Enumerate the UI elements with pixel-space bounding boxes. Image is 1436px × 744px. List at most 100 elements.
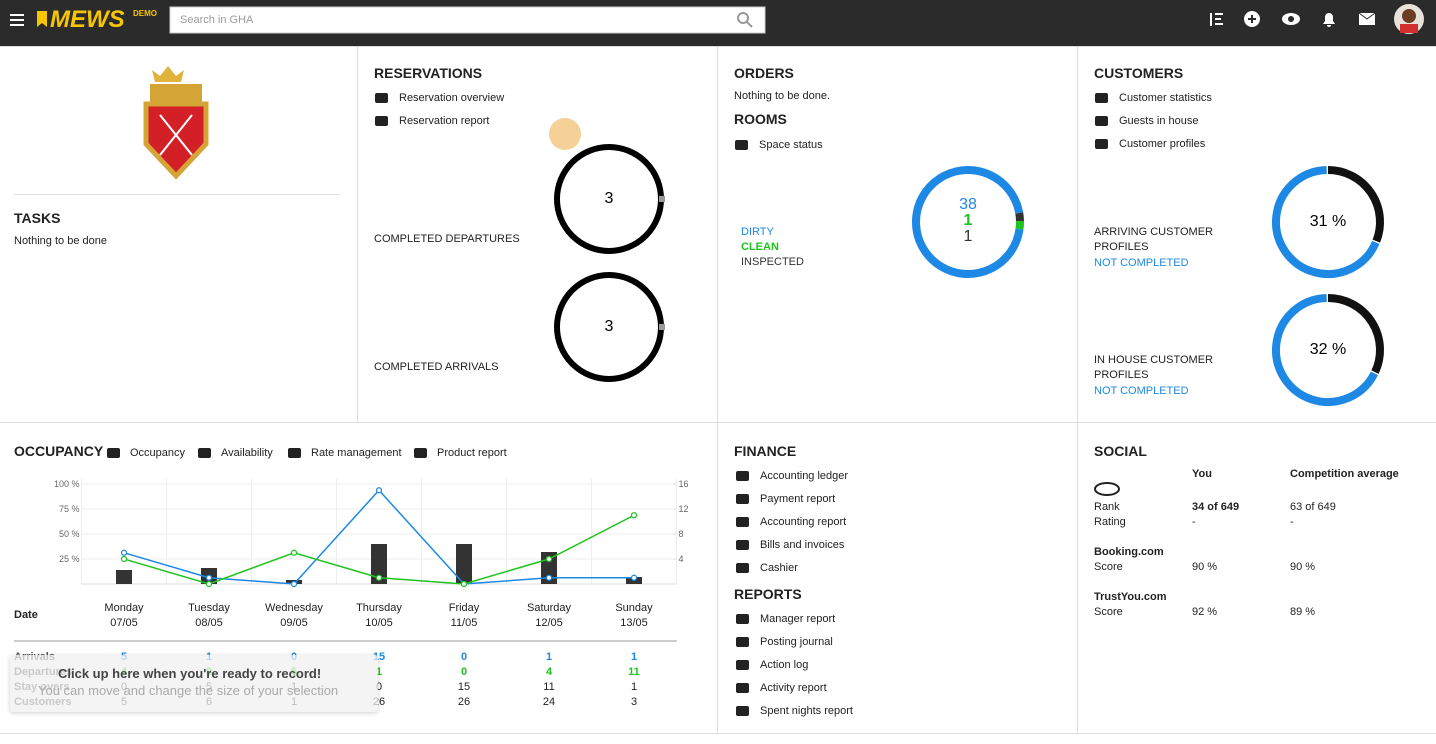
nav-link[interactable]: Rate management bbox=[311, 447, 402, 459]
cursor-highlight bbox=[549, 118, 581, 150]
x-tick-date: 09/05 bbox=[280, 617, 308, 629]
tooltip-title: Click up here when you're ready to recor… bbox=[58, 666, 322, 681]
point bbox=[120, 555, 128, 563]
section-title: RESERVATIONS bbox=[374, 65, 483, 81]
search-icon[interactable] bbox=[737, 12, 753, 28]
logo-mark bbox=[37, 11, 47, 27]
x-tick-date: 07/05 bbox=[110, 617, 138, 629]
icon bbox=[375, 93, 388, 103]
sort-icon[interactable] bbox=[1210, 13, 1223, 26]
divider bbox=[0, 733, 1436, 734]
point bbox=[290, 549, 298, 556]
nav-link[interactable]: Payment report bbox=[760, 493, 836, 505]
donut-label: IN HOUSE CUSTOMER PROFILES bbox=[1094, 354, 1213, 381]
mail-icon[interactable] bbox=[1358, 12, 1376, 25]
row-label: Rating bbox=[1094, 516, 1126, 528]
x-tick-date: 13/05 bbox=[620, 617, 648, 629]
icon bbox=[736, 660, 749, 670]
point bbox=[205, 574, 213, 581]
bell-icon[interactable] bbox=[1323, 13, 1335, 27]
point bbox=[120, 549, 128, 556]
nav-link[interactable]: Cashier bbox=[760, 562, 798, 574]
donut-status[interactable]: NOT COMPLETED bbox=[1094, 385, 1189, 397]
nav-link[interactable]: Availability bbox=[221, 447, 273, 459]
table-value: 4 bbox=[545, 666, 553, 678]
donut-segment bbox=[1015, 212, 1024, 222]
table-value: 26 bbox=[457, 696, 471, 708]
nav-link[interactable]: Accounting report bbox=[760, 516, 847, 528]
room-count: 1 bbox=[964, 212, 973, 229]
donut-rest-arc bbox=[1272, 294, 1379, 406]
y2-tick-label: 8 bbox=[678, 529, 684, 539]
table-value: 1 bbox=[630, 681, 638, 693]
donut-status[interactable]: NOT COMPLETED bbox=[1094, 257, 1189, 269]
icon bbox=[736, 614, 749, 624]
search-box[interactable] bbox=[169, 6, 766, 34]
x-tick-label: Thursday bbox=[356, 602, 402, 614]
nav-link[interactable]: Activity report bbox=[760, 682, 827, 694]
table-value: 1 bbox=[630, 651, 638, 663]
nav-link[interactable]: Guests in house bbox=[1119, 115, 1199, 127]
search-placeholder[interactable]: Search in GHA bbox=[180, 14, 254, 26]
point bbox=[545, 555, 553, 563]
x-tick-date: 10/05 bbox=[365, 617, 393, 629]
donut-value-label: 31 % bbox=[1310, 213, 1346, 230]
icon bbox=[414, 448, 427, 458]
x-tick-label: Wednesday bbox=[265, 602, 323, 614]
nav-link[interactable]: Manager report bbox=[760, 613, 836, 625]
recording-tooltip[interactable] bbox=[10, 655, 378, 712]
section-name: TrustYou.com bbox=[1094, 591, 1167, 603]
section-name: Booking.com bbox=[1094, 546, 1164, 558]
row-value: - bbox=[1192, 516, 1196, 528]
icon bbox=[736, 563, 749, 573]
nav-link[interactable]: Accounting ledger bbox=[760, 470, 849, 482]
room-count: 38 bbox=[959, 196, 977, 213]
icon bbox=[736, 517, 749, 527]
nav-link[interactable]: Spent nights report bbox=[760, 705, 853, 717]
nav-link[interactable]: Customer profiles bbox=[1119, 138, 1206, 150]
add-icon[interactable] bbox=[1244, 11, 1260, 27]
nav-link[interactable]: Customer statistics bbox=[1119, 92, 1212, 104]
menu-icon[interactable] bbox=[10, 14, 24, 26]
divider bbox=[0, 422, 1436, 423]
icon bbox=[1095, 93, 1108, 103]
donut-value: 3 bbox=[605, 318, 614, 335]
column-header: Competition average bbox=[1290, 468, 1399, 480]
tripadvisor-icon bbox=[1094, 482, 1120, 496]
nav-link[interactable]: Bills and invoices bbox=[760, 539, 845, 551]
x-tick-label: Saturday bbox=[526, 602, 572, 614]
icon bbox=[736, 471, 749, 481]
room-count: 1 bbox=[964, 228, 973, 245]
section-title: TASKS bbox=[14, 210, 61, 226]
point bbox=[375, 487, 383, 494]
table-value: 1 bbox=[545, 651, 553, 663]
column-header: You bbox=[1192, 468, 1212, 480]
divider bbox=[717, 46, 718, 734]
nav-link[interactable]: Product report bbox=[437, 447, 507, 459]
nav-link[interactable]: Space status bbox=[759, 139, 823, 151]
avatar[interactable] bbox=[1394, 4, 1424, 34]
donut-segment bbox=[912, 165, 1024, 278]
point bbox=[290, 580, 298, 588]
icon bbox=[736, 637, 749, 647]
nav-link[interactable]: Posting journal bbox=[760, 636, 833, 648]
logo-badge: DEMO bbox=[133, 9, 157, 18]
nav-link[interactable]: Reservation overview bbox=[399, 92, 505, 104]
eye-icon[interactable] bbox=[1282, 13, 1300, 25]
row-value: 34 of 649 bbox=[1192, 501, 1240, 513]
icon bbox=[1095, 116, 1108, 126]
divider bbox=[14, 194, 340, 195]
nav-link[interactable]: Action log bbox=[760, 659, 809, 671]
section-title: CUSTOMERS bbox=[1094, 65, 1184, 81]
point bbox=[545, 574, 553, 581]
nav-link[interactable]: Occupancy bbox=[130, 447, 186, 459]
y-tick-label: 75 % bbox=[58, 504, 80, 514]
table-value: 15 bbox=[457, 681, 471, 693]
nav-link[interactable]: Reservation report bbox=[399, 115, 490, 127]
point bbox=[375, 574, 383, 581]
table-header: Date bbox=[14, 609, 38, 621]
table-value: 0 bbox=[460, 651, 468, 663]
donut-marker bbox=[659, 196, 665, 202]
